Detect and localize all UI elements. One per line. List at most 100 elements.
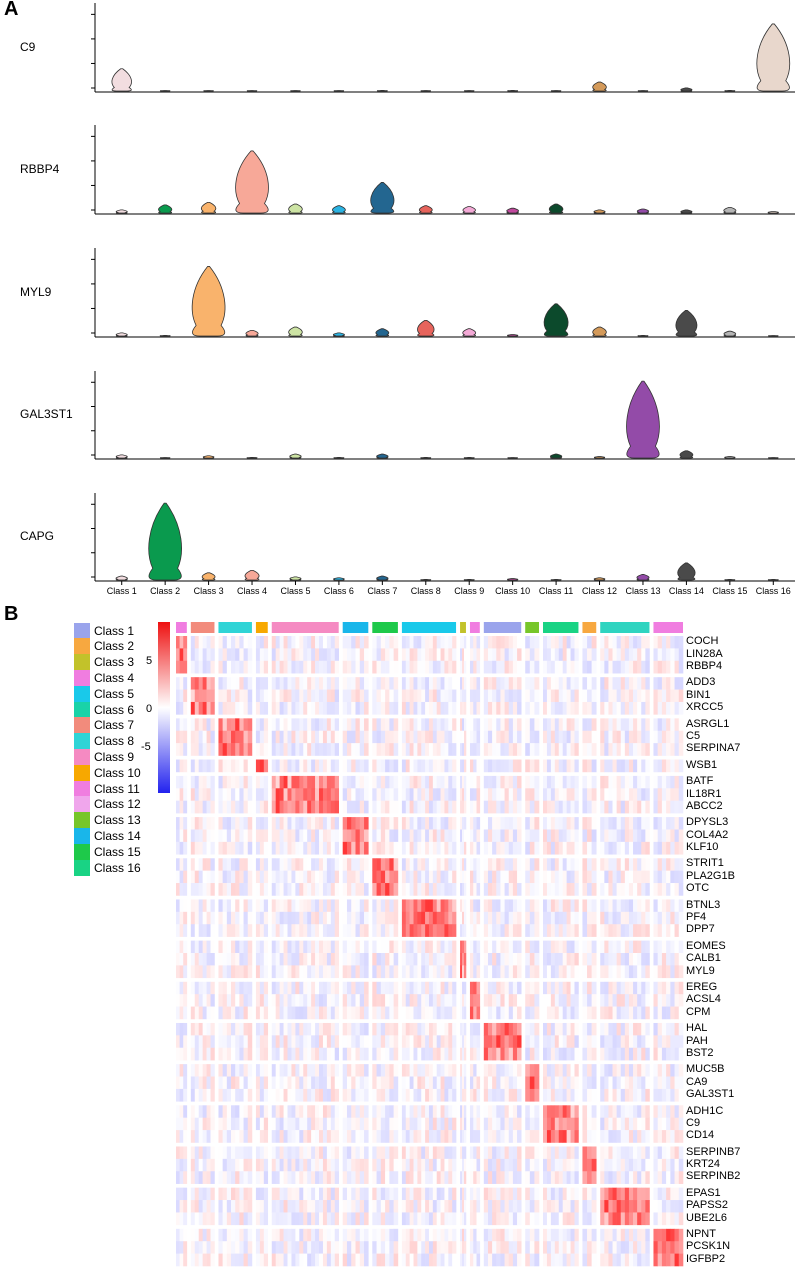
heatmap-cell [546, 730, 552, 744]
heatmap-cell [202, 648, 207, 662]
heatmap-cell [448, 660, 453, 674]
heatmap-cell [492, 1105, 497, 1118]
heatmap-cell [346, 636, 352, 649]
heatmap-cell [334, 1088, 340, 1102]
heatmap-cell [380, 1006, 386, 1020]
heatmap-cell [176, 1228, 180, 1242]
heatmap-cell [574, 718, 579, 732]
heatmap-cell [678, 899, 684, 913]
heatmap-cell [566, 953, 571, 966]
heatmap-cell [448, 883, 453, 896]
heatmap-cell [291, 636, 296, 649]
heatmap-cell [483, 1187, 489, 1201]
heatmap-cell [628, 648, 634, 662]
heatmap-cell [670, 994, 675, 1007]
heatmap-cell [463, 788, 467, 801]
heatmap-cell [179, 841, 184, 855]
heatmap-cell [355, 911, 361, 925]
heatmap-cell [401, 689, 407, 703]
heatmap-cell [393, 1022, 399, 1036]
heatmap-cell [670, 1117, 675, 1131]
heatmap-cell [448, 911, 453, 925]
heatmap-cell [405, 883, 410, 896]
heatmap-cell [608, 1006, 613, 1020]
heatmap-cell [678, 1158, 684, 1172]
heatmap-cell [405, 1187, 410, 1201]
heatmap-cell [587, 1158, 592, 1172]
heatmap-cell [275, 701, 280, 715]
heatmap-cell [463, 1171, 467, 1184]
heatmap-cell [202, 1076, 207, 1090]
heatmap-cell [190, 800, 196, 814]
heatmap-cell [591, 1117, 597, 1131]
heatmap-cell [463, 730, 467, 744]
heatmap-cell [666, 648, 671, 662]
heatmap-cell [512, 1105, 518, 1118]
heatmap-cell [448, 775, 453, 789]
heatmap-cell [263, 759, 269, 773]
heatmap-cell [210, 1117, 215, 1131]
heatmap-cell [678, 817, 684, 830]
heatmap-cell [534, 911, 540, 925]
heatmap-cell [529, 981, 535, 995]
violin-shape [111, 68, 132, 92]
heatmap-cell [271, 817, 276, 830]
violin-shape [592, 326, 607, 337]
heatmap-cell [295, 911, 300, 925]
heatmap-cell [587, 775, 592, 789]
heatmap-cell [291, 718, 296, 732]
heatmap-cell [307, 1158, 312, 1172]
heatmap-cell [307, 981, 312, 995]
heatmap-cell [239, 1088, 244, 1102]
heatmap-cell [558, 1146, 563, 1160]
heatmap-cell [628, 924, 634, 937]
heatmap-cell [444, 829, 449, 843]
heatmap-cell [334, 730, 340, 744]
heatmap-cell [591, 743, 597, 756]
heatmap-cell [295, 689, 300, 703]
heatmap-cell [543, 883, 548, 896]
heatmap-cell [616, 677, 622, 690]
heatmap-cell [582, 648, 588, 662]
heatmap-cell [496, 1158, 501, 1172]
heatmap-cell [295, 730, 300, 744]
heatmap-cell [311, 883, 316, 896]
heatmap-cell [543, 1200, 548, 1213]
heatmap-cell [645, 994, 650, 1007]
heatmap-cell [529, 1171, 535, 1184]
heatmap-cell [210, 1146, 215, 1160]
heatmap-cell [275, 636, 280, 649]
heatmap-cell [359, 759, 365, 773]
heatmap-cell [206, 1228, 211, 1242]
heatmap-cell [476, 817, 481, 830]
heatmap-cell [425, 1187, 430, 1201]
heatmap-cell [330, 1105, 336, 1118]
heatmap-cell [487, 788, 493, 801]
heatmap-cell [554, 1171, 560, 1184]
heatmap-cell [616, 1088, 622, 1102]
heatmap-cell [380, 953, 386, 966]
heatmap-cell [670, 1200, 675, 1213]
heatmap-cell [198, 870, 203, 884]
heatmap-cell [243, 759, 249, 773]
heatmap-cell [226, 788, 232, 801]
heatmap-cell [319, 883, 324, 896]
heatmap-cell [487, 841, 493, 855]
heatmap-cell [218, 870, 223, 884]
heatmap-cell [661, 1117, 667, 1131]
heatmap-cell [550, 1105, 556, 1118]
heatmap-cell [550, 858, 556, 871]
violin-shape [289, 576, 302, 581]
heatmap-cell [661, 1130, 667, 1143]
heatmap-cell [500, 1187, 505, 1201]
heatmap-cell [666, 1006, 671, 1020]
heatmap-cell [641, 940, 646, 954]
heatmap-cell [504, 1200, 510, 1213]
heatmap-cell [271, 965, 276, 979]
violin-shape [463, 578, 475, 581]
heatmap-cell [283, 1212, 288, 1226]
heatmap-cell [620, 1035, 626, 1049]
heatmap-cell [674, 759, 680, 773]
heatmap-cell [326, 994, 332, 1007]
heatmap-cell [612, 817, 617, 830]
